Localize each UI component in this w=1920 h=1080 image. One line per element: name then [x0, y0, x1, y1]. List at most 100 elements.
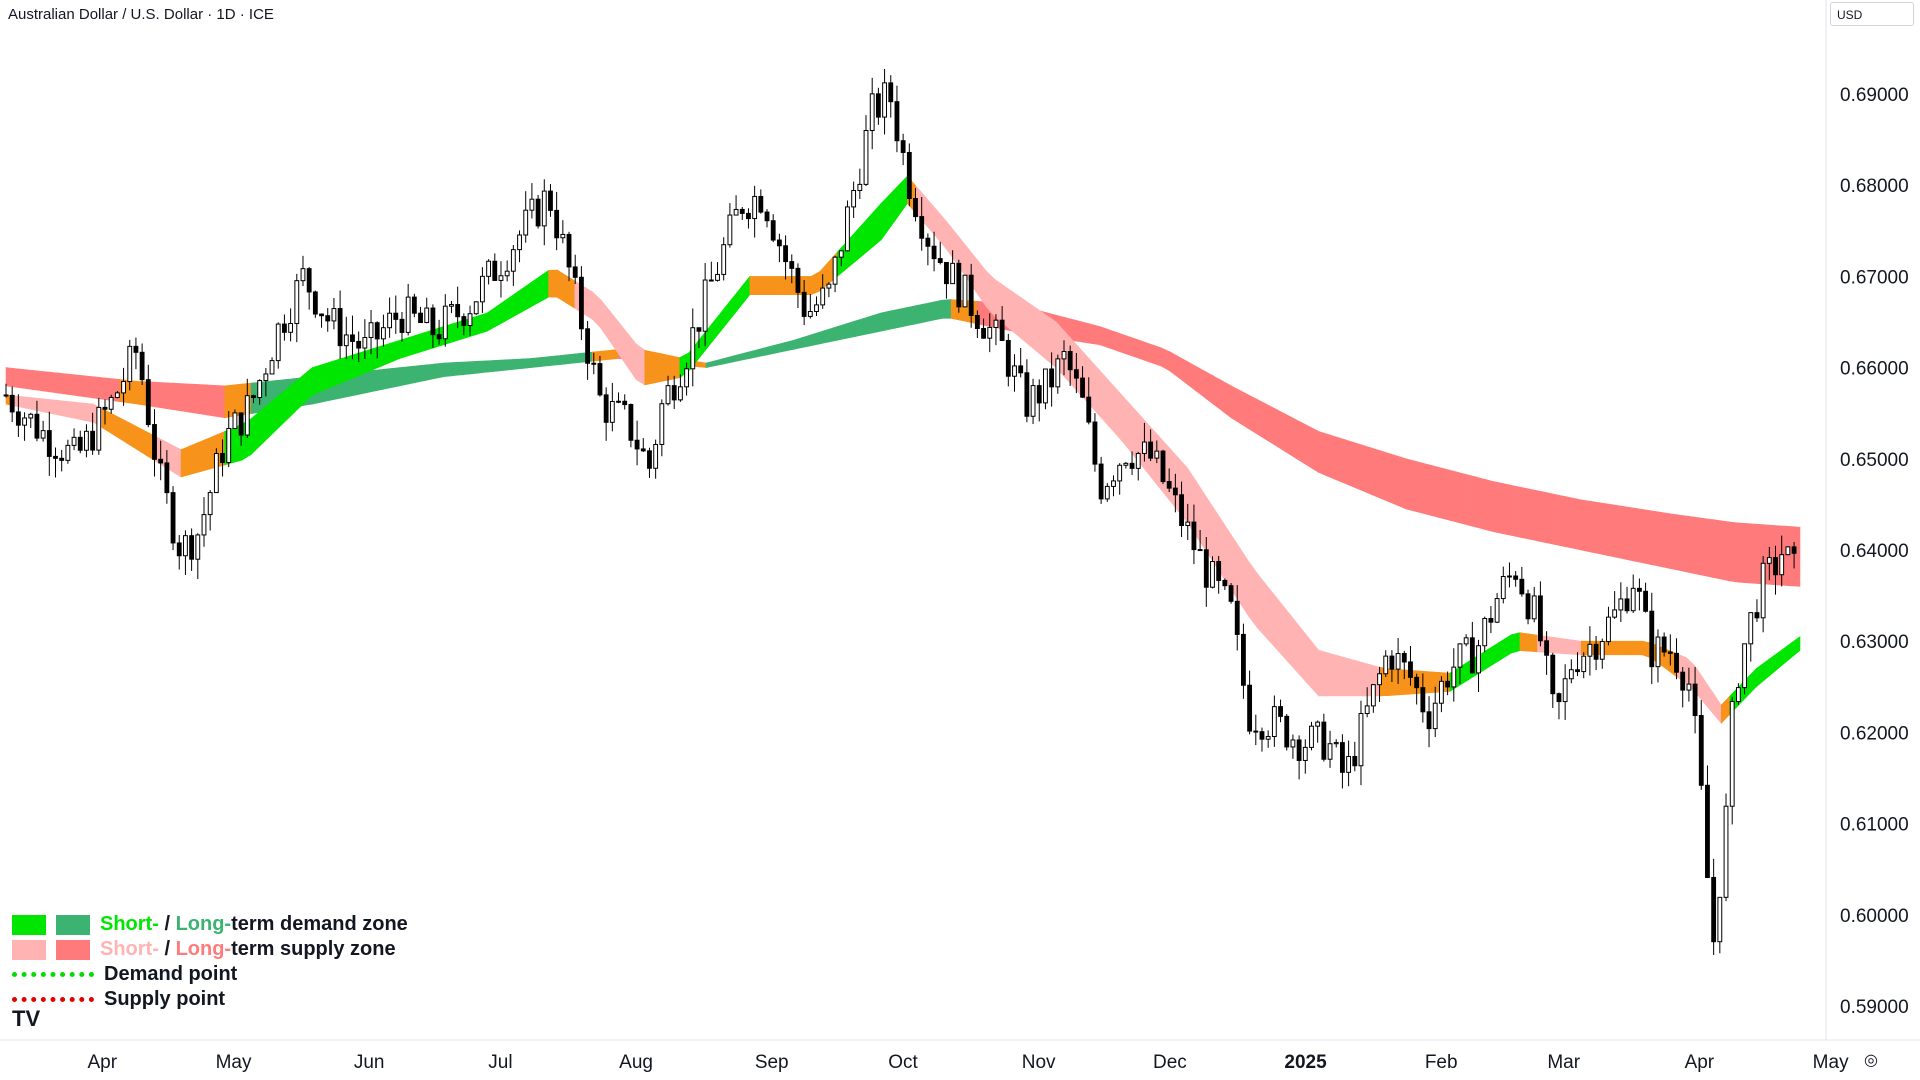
short-term-zone-segment — [1292, 616, 1302, 678]
currency-selector[interactable]: USD — [1830, 2, 1914, 26]
long-term-zone-segment — [382, 368, 392, 390]
candle — [746, 208, 751, 229]
candle-body — [1754, 612, 1760, 619]
candle — [1030, 378, 1036, 425]
candle-body — [925, 237, 931, 247]
candle-body — [956, 262, 962, 308]
candle-body — [479, 275, 485, 303]
candle — [807, 294, 813, 319]
candle-body — [981, 327, 986, 339]
long-term-zone-segment — [924, 301, 934, 323]
price-tick-label: 0.68000 — [1840, 176, 1909, 197]
price-tick-label: 0.67000 — [1840, 267, 1909, 288]
candle — [1698, 700, 1704, 790]
candle-body — [832, 256, 838, 285]
long-term-zone-segment — [1265, 403, 1276, 446]
short-term-zone-segment — [40, 398, 51, 414]
candle — [15, 394, 21, 437]
short-supply-swatch — [12, 939, 46, 960]
long-term-zone-segment — [1082, 321, 1092, 344]
candle-body — [96, 406, 102, 451]
candle-body — [1587, 643, 1593, 657]
short-term-zone-segment — [1493, 639, 1503, 665]
candle-body — [244, 395, 250, 436]
candle — [1680, 667, 1686, 708]
candle-body — [449, 304, 454, 307]
short-term-zone-segment — [1003, 284, 1013, 332]
candle — [628, 403, 634, 448]
candle-body — [838, 250, 844, 258]
candle-body — [1457, 643, 1463, 668]
candle-body — [114, 392, 120, 398]
short-term-zone-segment — [408, 334, 418, 357]
candle — [170, 486, 176, 551]
candle — [1080, 366, 1085, 399]
zones-layer — [5, 175, 1801, 725]
candle-body — [622, 400, 628, 406]
short-term-zone-segment — [1335, 654, 1346, 697]
candle — [1135, 451, 1141, 481]
candle — [1463, 634, 1469, 647]
candle-body — [53, 455, 58, 459]
candle-body — [504, 270, 510, 277]
short-term-zone-segment — [364, 348, 374, 374]
candle-body — [1482, 618, 1488, 647]
candle — [1488, 606, 1494, 634]
candle-body — [591, 362, 597, 365]
candle-body — [1012, 365, 1017, 377]
long-term-zone-segment — [1152, 344, 1162, 367]
long-term-zone-segment — [1502, 483, 1512, 536]
candle-body — [659, 403, 665, 445]
time-tick-label: May — [1813, 1052, 1849, 1073]
candle — [1408, 645, 1413, 686]
candle — [1247, 670, 1253, 735]
candle-body — [1414, 676, 1420, 689]
short-term-zone-segment — [592, 291, 602, 330]
candle-body — [139, 351, 145, 381]
long-term-zone-segment — [548, 355, 558, 367]
candle-body — [1612, 609, 1618, 618]
candle-body — [1383, 655, 1389, 675]
long-term-zone-segment — [530, 357, 541, 368]
candle-body — [1785, 546, 1791, 556]
long-term-zone-segment — [1090, 323, 1101, 346]
short-term-zone-segment — [1484, 645, 1495, 671]
candle — [282, 314, 287, 341]
short-term-zone-segment — [311, 364, 322, 396]
long-term-zone-segment — [1213, 375, 1223, 412]
long-term-zone-segment — [1204, 370, 1214, 405]
short-term-zone-segment — [1300, 627, 1311, 687]
candle-body — [517, 234, 522, 251]
candle — [71, 428, 77, 451]
short-term-zone-segment — [863, 212, 873, 256]
candle — [783, 235, 788, 280]
candle — [411, 293, 417, 318]
candle-body — [616, 400, 621, 403]
settings-icon[interactable]: ◎ — [1864, 1052, 1878, 1069]
candle — [1420, 673, 1426, 723]
short-term-zone-segment — [346, 353, 357, 381]
long-term-zone-segment — [1554, 493, 1565, 547]
candle-body — [1705, 784, 1710, 878]
long-term-zone-segment — [1134, 338, 1144, 361]
candle-body — [609, 400, 615, 423]
candle — [1655, 629, 1661, 683]
short-term-zone-segment — [14, 395, 24, 409]
candle-body — [232, 412, 238, 429]
short-term-zone-segment — [1125, 399, 1136, 458]
candle — [449, 300, 454, 314]
candle-body — [789, 261, 795, 269]
candle-body — [1073, 369, 1079, 379]
candle — [1773, 545, 1778, 595]
candle-body — [498, 275, 504, 281]
candle-body — [1296, 739, 1302, 761]
candle-body — [702, 279, 708, 332]
candle-body — [152, 424, 157, 460]
candle — [1271, 695, 1277, 747]
short-term-zone-segment — [1397, 669, 1407, 696]
candle-body — [9, 394, 15, 413]
candle — [1754, 599, 1760, 622]
long-term-zone-segment — [14, 368, 24, 389]
short-term-zone-segment — [110, 412, 121, 440]
